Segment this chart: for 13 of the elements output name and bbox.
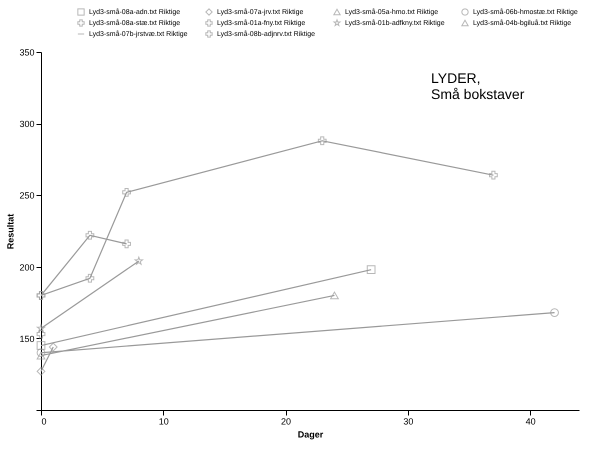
- x-tick-label: 10: [158, 416, 169, 426]
- x-tick-label: 40: [526, 416, 536, 426]
- x-tick-label: 20: [281, 416, 292, 426]
- y-tick-label: 300: [19, 119, 34, 130]
- x-tick-label: 30: [403, 416, 414, 426]
- x-axis-title: Dager: [298, 430, 324, 440]
- y-tick-label: 150: [19, 334, 34, 344]
- y-axis-title: Resultat: [5, 214, 16, 250]
- y-tick-label: 250: [19, 190, 34, 201]
- annotation: LYDER, Små bokstaver: [431, 70, 525, 102]
- y-tick-label: 350: [19, 48, 34, 58]
- x-tick-label: 0: [42, 416, 47, 426]
- y-tick-label: 200: [19, 262, 34, 272]
